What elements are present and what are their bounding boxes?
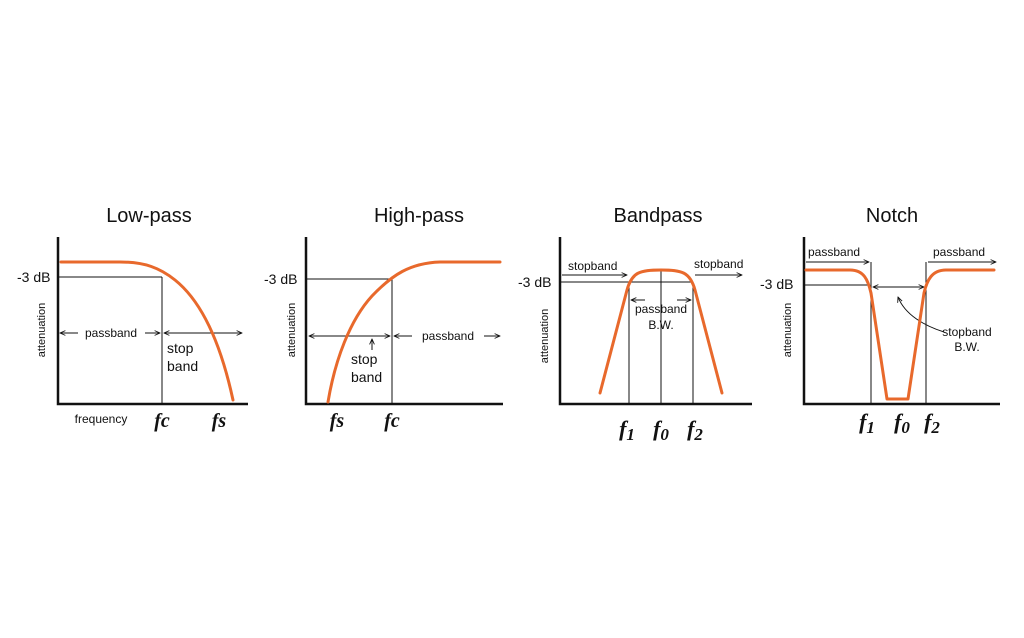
lowpass-band-label: band <box>167 358 198 374</box>
notch-f0-tick: f0 <box>894 409 910 437</box>
bandpass-axes <box>558 237 752 406</box>
bandpass-panel: Bandpass stopband stopband passband B.W.… <box>518 205 752 444</box>
notch-stopband-label: stopband <box>942 325 991 339</box>
highpass-fs-tick: fs <box>330 410 345 432</box>
notch-f1-tick: f1 <box>859 409 875 437</box>
highpass-passband-label: passband <box>422 329 474 343</box>
bandpass-y-label: attenuation <box>539 309 551 363</box>
lowpass-3db-label: -3 dB <box>17 269 50 285</box>
bandpass-f1-tick: f1 <box>619 416 635 444</box>
bandpass-f0-tick: f0 <box>653 416 669 444</box>
highpass-fc-tick: fc <box>384 410 400 432</box>
bandpass-response-curve <box>598 268 724 395</box>
highpass-y-label: attenuation <box>286 303 298 357</box>
highpass-stop-label: stop <box>351 351 378 367</box>
lowpass-response-curve <box>59 260 235 402</box>
lowpass-passband-label: passband <box>85 326 137 340</box>
bandpass-title: Bandpass <box>614 205 703 227</box>
bandpass-passband-label: passband <box>635 302 687 316</box>
notch-bw-label: B.W. <box>954 340 979 354</box>
notch-title: Notch <box>866 205 918 227</box>
notch-response-curve <box>804 268 996 401</box>
notch-f2-tick: f2 <box>924 409 940 437</box>
lowpass-fs-tick: fs <box>212 410 227 432</box>
lowpass-stop-label: stop <box>167 340 194 356</box>
highpass-response-curve <box>326 260 502 404</box>
lowpass-x-label: frequency <box>75 412 128 426</box>
highpass-axes <box>304 237 503 406</box>
bandpass-3db-label: -3 dB <box>518 274 551 290</box>
lowpass-fc-tick: fc <box>154 410 170 432</box>
highpass-band-label: band <box>351 369 382 385</box>
notch-axes <box>802 237 1000 406</box>
notch-stopband-pointer <box>898 297 945 333</box>
lowpass-panel: Low-pass passband stop band attenuation … <box>17 205 248 432</box>
notch-y-label: attenuation <box>782 303 794 357</box>
lowpass-title: Low-pass <box>106 205 192 227</box>
lowpass-axes <box>56 237 248 406</box>
notch-passband-right-label: passband <box>933 245 985 259</box>
notch-passband-left-label: passband <box>808 245 860 259</box>
bandpass-stopband-left-label: stopband <box>568 259 617 273</box>
lowpass-y-label: attenuation <box>36 303 48 357</box>
bandpass-f2-tick: f2 <box>687 416 703 444</box>
highpass-title: High-pass <box>374 205 464 227</box>
notch-panel: Notch passband passband stopband B.W. at… <box>760 205 1000 437</box>
highpass-3db-label: -3 dB <box>264 271 297 287</box>
bandpass-stopband-right-label: stopband <box>694 257 743 271</box>
highpass-panel: High-pass stop band passband attenuation… <box>264 205 503 432</box>
bandpass-bw-label: B.W. <box>648 318 673 332</box>
notch-3db-label: -3 dB <box>760 276 793 292</box>
